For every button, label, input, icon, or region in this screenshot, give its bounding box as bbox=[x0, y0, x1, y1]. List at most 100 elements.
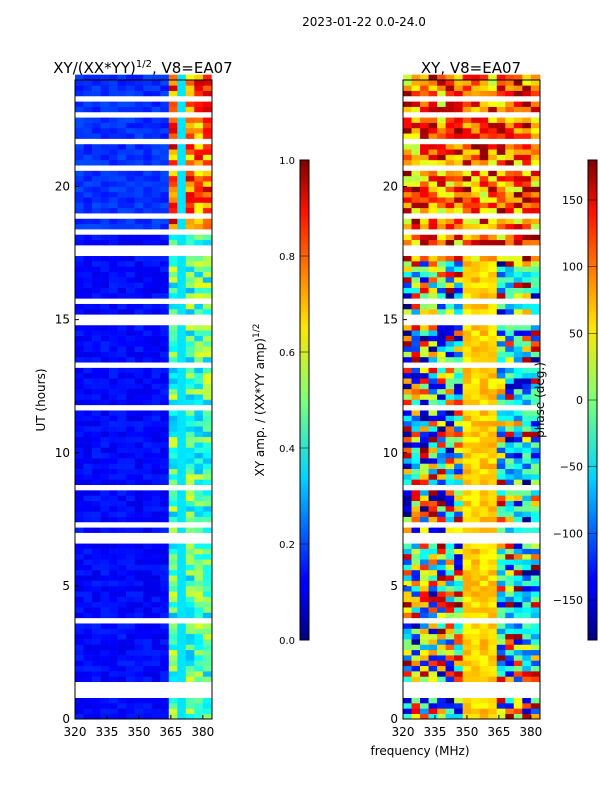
heatmap-cell bbox=[445, 207, 455, 214]
heatmap-cell bbox=[403, 340, 412, 347]
heatmap-cell bbox=[160, 85, 170, 91]
heatmap-cell bbox=[168, 410, 178, 416]
heatmap-cell bbox=[185, 127, 195, 134]
heatmap-cell bbox=[202, 191, 212, 198]
heatmap-cell bbox=[530, 479, 540, 485]
heatmap-cell bbox=[194, 191, 204, 198]
heatmap-cell bbox=[143, 442, 153, 448]
heatmap-cell bbox=[513, 665, 523, 672]
heatmap-cell bbox=[126, 165, 135, 171]
heatmap-cell bbox=[530, 74, 540, 81]
heatmap-cell bbox=[134, 591, 144, 597]
heatmap-cell bbox=[403, 117, 412, 123]
heatmap-cell bbox=[479, 117, 489, 123]
heatmap-cell bbox=[428, 127, 438, 134]
heatmap-cell bbox=[109, 660, 118, 667]
heatmap-cell bbox=[454, 335, 463, 342]
heatmap-cell bbox=[75, 213, 84, 219]
heatmap-cell bbox=[462, 335, 472, 342]
heatmap-cell bbox=[134, 479, 144, 485]
heatmap-cell bbox=[117, 516, 127, 523]
heatmap-cell bbox=[445, 223, 455, 230]
heatmap-cell bbox=[75, 340, 84, 347]
heatmap-cell bbox=[160, 495, 170, 501]
heatmap-cell bbox=[117, 229, 127, 235]
heatmap-cell bbox=[411, 628, 421, 635]
heatmap-cell bbox=[471, 303, 481, 310]
heatmap-cell bbox=[75, 154, 84, 161]
heatmap-cell bbox=[513, 474, 523, 480]
heatmap-cell bbox=[462, 362, 472, 368]
heatmap-cell bbox=[513, 628, 523, 635]
heatmap-cell bbox=[100, 500, 110, 507]
heatmap-cell bbox=[160, 122, 170, 129]
heatmap-cell bbox=[160, 383, 170, 390]
heatmap-cell bbox=[445, 532, 455, 539]
heatmap-cell bbox=[513, 681, 523, 688]
heatmap-cell bbox=[126, 575, 135, 581]
heatmap-cell bbox=[202, 591, 212, 597]
heatmap-cell bbox=[100, 266, 110, 272]
heatmap-cell bbox=[126, 356, 135, 363]
heatmap-cell bbox=[496, 245, 506, 251]
heatmap-cell bbox=[522, 410, 532, 416]
heatmap-cell bbox=[428, 474, 438, 480]
heatmap-cell bbox=[471, 436, 481, 443]
heatmap-cell bbox=[530, 585, 540, 592]
heatmap-cell bbox=[126, 431, 135, 438]
heatmap-cell bbox=[522, 548, 532, 555]
heatmap-cell bbox=[428, 596, 438, 603]
heatmap-cell bbox=[411, 175, 421, 182]
heatmap-cell bbox=[134, 218, 144, 225]
heatmap-cell bbox=[185, 623, 195, 629]
heatmap-cell bbox=[83, 378, 93, 384]
heatmap-cell bbox=[496, 671, 506, 677]
heatmap-cell bbox=[411, 80, 421, 86]
heatmap-cell bbox=[411, 479, 421, 485]
heatmap-cell bbox=[134, 426, 144, 432]
heatmap-cell bbox=[117, 324, 127, 331]
heatmap-cell bbox=[479, 319, 489, 326]
heatmap-cell bbox=[185, 532, 195, 539]
heatmap-cell bbox=[505, 633, 515, 640]
heatmap-cell bbox=[505, 516, 515, 523]
heatmap-cell bbox=[428, 591, 438, 597]
heatmap-cell bbox=[100, 548, 110, 555]
heatmap-cell bbox=[75, 495, 84, 501]
heatmap-cell bbox=[143, 474, 153, 480]
heatmap-cell bbox=[411, 111, 421, 118]
heatmap-cell bbox=[185, 335, 195, 342]
heatmap-cell bbox=[151, 649, 161, 656]
heatmap-cell bbox=[92, 261, 101, 267]
heatmap-cell bbox=[471, 218, 481, 225]
heatmap-cell bbox=[151, 553, 161, 560]
heatmap-cell bbox=[454, 655, 463, 661]
heatmap-cell bbox=[479, 218, 489, 225]
heatmap-cell bbox=[194, 330, 204, 336]
heatmap-cell bbox=[109, 335, 118, 342]
heatmap-cell bbox=[505, 202, 515, 209]
heatmap-cell bbox=[462, 282, 472, 288]
heatmap-cell bbox=[411, 165, 421, 171]
heatmap-cell bbox=[471, 197, 481, 203]
heatmap-cell bbox=[496, 703, 506, 709]
heatmap-cell bbox=[177, 213, 187, 219]
heatmap-cell bbox=[194, 537, 204, 544]
heatmap-cell bbox=[160, 596, 170, 603]
heatmap-cell bbox=[428, 186, 438, 193]
heatmap-cell bbox=[143, 591, 153, 597]
heatmap-cell bbox=[428, 324, 438, 331]
heatmap-cell bbox=[151, 330, 161, 336]
heatmap-cell bbox=[488, 639, 498, 645]
heatmap-cell bbox=[185, 106, 195, 113]
heatmap-cell bbox=[117, 527, 127, 533]
heatmap-cell bbox=[454, 277, 463, 283]
heatmap-cell bbox=[530, 511, 540, 517]
heatmap-cell bbox=[109, 628, 118, 635]
heatmap-cell bbox=[437, 415, 446, 422]
heatmap-cell bbox=[92, 266, 101, 272]
heatmap-cell bbox=[522, 335, 532, 342]
heatmap-cell bbox=[530, 356, 540, 363]
heatmap-cell bbox=[92, 346, 101, 352]
heatmap-cell bbox=[168, 303, 178, 310]
